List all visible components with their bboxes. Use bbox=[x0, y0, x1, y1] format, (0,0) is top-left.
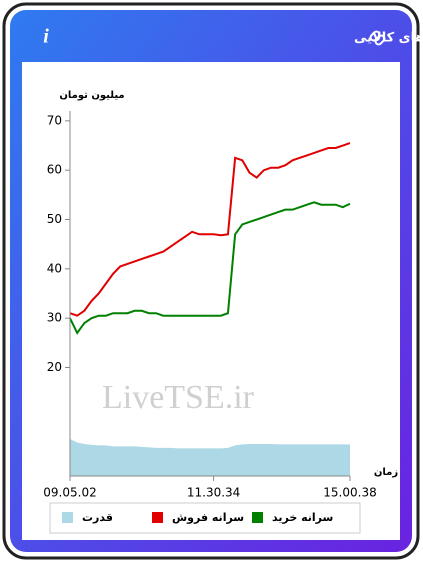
legend-label: سرانه خرید bbox=[272, 511, 333, 524]
legend-swatch bbox=[152, 512, 163, 523]
header-title: سرانه ی خرید و فروش حقیقی در صندوق های ک… bbox=[354, 31, 423, 46]
x-tick-label: 11.30.34 bbox=[187, 486, 240, 500]
y-tick-label: 30 bbox=[47, 311, 62, 325]
power-area bbox=[70, 439, 350, 476]
y-tick-label: 20 bbox=[47, 360, 62, 374]
y-axis-title: میلیون تومان bbox=[59, 90, 124, 101]
x-tick-label: 15.00.38 bbox=[323, 486, 376, 500]
legend-label: قدرت bbox=[82, 511, 113, 524]
y-tick-label: 60 bbox=[47, 163, 62, 177]
y-tick-label: 50 bbox=[47, 212, 62, 226]
watermark: LiveTSE.ir bbox=[102, 379, 255, 416]
legend-box bbox=[49, 502, 361, 534]
series-line bbox=[69, 201, 351, 335]
legend-swatch bbox=[252, 512, 263, 523]
legend-label: سرانه فروش bbox=[172, 511, 244, 524]
y-tick-label: 40 bbox=[47, 261, 62, 275]
series-line bbox=[69, 142, 351, 317]
legend-swatch bbox=[62, 512, 73, 523]
link-icon[interactable] bbox=[369, 30, 386, 46]
x-axis-title: زمان bbox=[374, 467, 398, 478]
x-tick-label: 09.05.02 bbox=[43, 486, 96, 500]
info-icon[interactable]: i bbox=[43, 26, 49, 48]
y-tick-label: 70 bbox=[47, 113, 62, 127]
